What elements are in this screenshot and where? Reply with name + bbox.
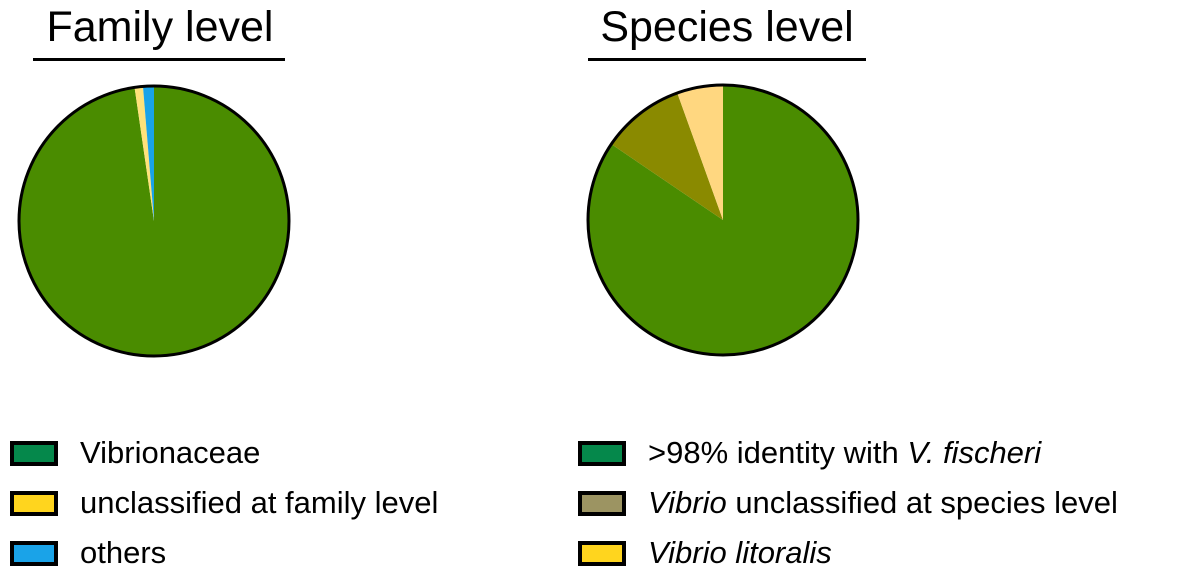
species-title-underline xyxy=(588,58,866,61)
legend-label: Vibrio litoralis xyxy=(648,535,832,571)
pie-slice-vibrio-litoralis xyxy=(677,85,723,220)
species-legend: >98% identity with V. fischeri Vibrio un… xyxy=(578,428,1118,578)
legend-label-part: Vibrio litoralis xyxy=(648,535,832,570)
legend-label: Vibrio unclassified at species level xyxy=(648,485,1118,521)
legend-item-others: others xyxy=(10,528,438,578)
family-level-title: Family level xyxy=(46,3,274,51)
pie-slice-vibrio-unclassified-at-species-level xyxy=(611,92,723,220)
species-level-title: Species level xyxy=(600,3,854,51)
legend-item-vibrionaceae: Vibrionaceae xyxy=(10,428,438,478)
legend-label: >98% identity with V. fischeri xyxy=(648,435,1041,471)
legend-label-part: >98% identity with xyxy=(648,435,908,470)
legend-swatch xyxy=(578,540,626,566)
pie-outline xyxy=(586,83,860,357)
pie-slice-unclassified-at-family-level xyxy=(134,86,154,221)
legend-item-unclassified-family: unclassified at family level xyxy=(10,478,438,528)
family-level-pie xyxy=(17,84,291,358)
pie-slice-vibrionaceae xyxy=(19,86,290,356)
legend-label-part: Vibrio xyxy=(648,485,727,520)
legend-swatch xyxy=(578,440,626,466)
family-title-underline xyxy=(33,58,285,61)
legend-label: others xyxy=(80,535,167,570)
legend-label: Vibrionaceae xyxy=(80,435,261,470)
legend-swatch xyxy=(578,490,626,516)
legend-label-part: V. fischeri xyxy=(907,435,1042,470)
pie-slice-others xyxy=(142,86,154,221)
legend-label-part: unclassified at species level xyxy=(726,485,1118,520)
legend-swatch xyxy=(10,540,58,566)
pie-outline xyxy=(17,84,291,358)
legend-item-v-fischeri: >98% identity with V. fischeri xyxy=(578,428,1118,478)
legend-swatch xyxy=(10,440,58,466)
family-legend: Vibrionaceae unclassified at family leve… xyxy=(10,428,438,578)
legend-label: unclassified at family level xyxy=(80,485,439,520)
legend-item-vibrio-unclassified: Vibrio unclassified at species level xyxy=(578,478,1118,528)
legend-item-vibrio-litoralis: Vibrio litoralis xyxy=(578,528,1118,578)
species-level-pie xyxy=(586,83,860,357)
legend-swatch xyxy=(10,490,58,516)
